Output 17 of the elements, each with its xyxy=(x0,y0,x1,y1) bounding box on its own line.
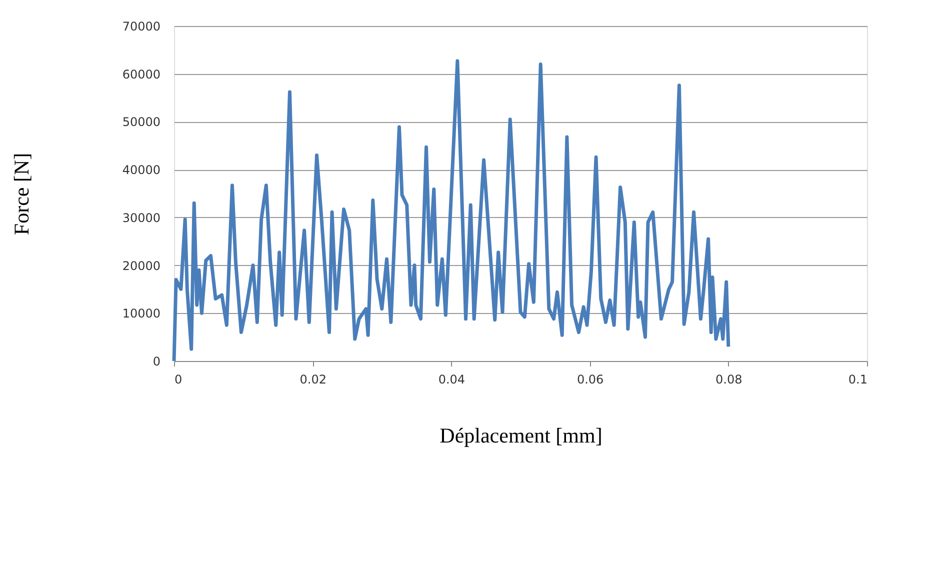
x-tick-label: 0.04 xyxy=(438,372,466,386)
y-axis-title: Force [N] xyxy=(9,152,34,236)
y-tick-label: 10000 xyxy=(122,306,160,321)
x-tick-label: 0.02 xyxy=(300,372,326,386)
y-tick-label: 40000 xyxy=(122,163,160,178)
y-tick-label: 70000 xyxy=(122,20,160,34)
y-tick-label: 0 xyxy=(152,354,160,368)
y-tick-label: 50000 xyxy=(122,115,160,130)
x-tick-label: 0.1 xyxy=(848,372,868,386)
y-tick-label: 30000 xyxy=(122,210,160,225)
y-tick-label: 20000 xyxy=(122,258,160,273)
x-axis-title: Déplacement [mm] xyxy=(440,424,602,448)
x-tick-label: 0 xyxy=(174,372,182,386)
y-tick-label: 60000 xyxy=(122,67,160,82)
x-tick-label: 0.06 xyxy=(576,372,604,386)
x-tick-label: 0.08 xyxy=(716,372,742,386)
line-series xyxy=(172,59,730,363)
